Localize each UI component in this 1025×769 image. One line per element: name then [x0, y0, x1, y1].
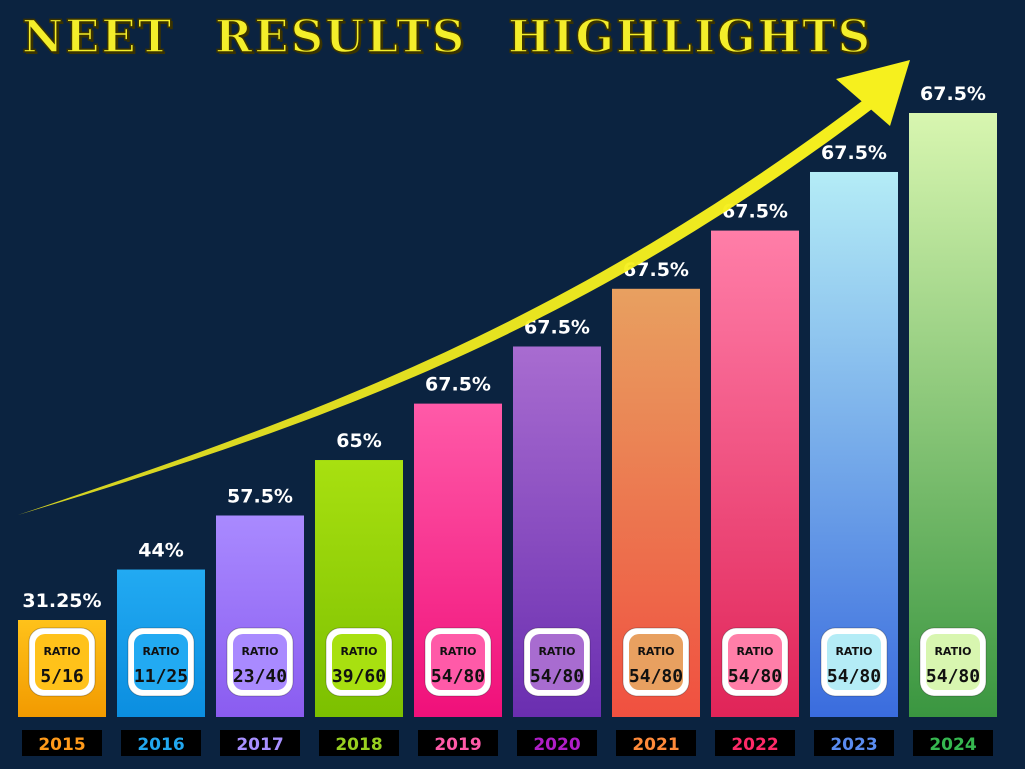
ratio-badge-inner — [332, 634, 386, 690]
year-label: 2024 — [929, 735, 976, 755]
value-label: 44% — [138, 540, 183, 562]
value-label: 67.5% — [425, 374, 491, 396]
year-label: 2022 — [731, 735, 778, 755]
year-box — [22, 730, 102, 756]
bar-2023: 67.5% RATIO 54/80 2023 — [810, 142, 898, 756]
year-box — [517, 730, 597, 756]
trend-arrow — [18, 60, 910, 515]
ratio-label: RATIO — [637, 645, 674, 658]
ratio-value: 54/80 — [728, 666, 782, 687]
ratio-value: 54/80 — [926, 666, 980, 687]
bar-2018: 65% RATIO 39/60 2018 — [315, 430, 403, 756]
chart-title: NEET RESULTS HIGHLIGHTS — [21, 9, 873, 64]
ratio-badge-inner — [431, 634, 485, 690]
bar-2019: 67.5% RATIO 54/80 2019 — [414, 374, 502, 756]
bar-rect — [810, 171, 898, 717]
ratio-badge-inner — [35, 634, 89, 690]
bar-2015: 31.25% RATIO 5/16 2015 — [18, 590, 106, 756]
ratio-label: RATIO — [439, 645, 476, 658]
ratio-badge-inner — [530, 634, 584, 690]
year-box — [121, 730, 201, 756]
ratio-label: RATIO — [538, 645, 575, 658]
ratio-value: 23/40 — [233, 666, 287, 687]
ratio-label: RATIO — [241, 645, 278, 658]
bars-group: 31.25% RATIO 5/16 2015 44% RATIO 11/25 2016 57.5… — [18, 83, 997, 756]
value-label: 67.5% — [920, 83, 986, 105]
ratio-label: RATIO — [835, 645, 872, 658]
year-label: 2020 — [533, 735, 580, 755]
year-box — [616, 730, 696, 756]
ratio-label: RATIO — [340, 645, 377, 658]
ratio-label: RATIO — [736, 645, 773, 658]
year-box — [814, 730, 894, 756]
trend-arrow-head — [836, 60, 910, 126]
value-label: 67.5% — [524, 316, 590, 338]
bar-2020: 67.5% RATIO 54/80 2020 — [513, 316, 601, 756]
year-label: 2016 — [137, 735, 184, 755]
ratio-badge-inner — [629, 634, 683, 690]
ratio-badge-inner — [134, 634, 188, 690]
year-label: 2019 — [434, 735, 481, 755]
ratio-badge-inner — [233, 634, 287, 690]
bar-2021: 67.5% RATIO 54/80 2021 — [612, 259, 700, 756]
bar-rect — [909, 113, 997, 717]
ratio-value: 39/60 — [332, 666, 386, 687]
ratio-label: RATIO — [934, 645, 971, 658]
year-label: 2017 — [236, 735, 283, 755]
bar-2017: 57.5% RATIO 23/40 2017 — [216, 485, 304, 756]
value-label: 65% — [336, 430, 381, 452]
value-label: 67.5% — [722, 201, 788, 223]
ratio-value: 54/80 — [629, 666, 683, 687]
ratio-value: 11/25 — [134, 666, 188, 687]
year-label: 2021 — [632, 735, 679, 755]
year-box — [220, 730, 300, 756]
year-box — [913, 730, 993, 756]
value-label: 57.5% — [227, 485, 293, 507]
ratio-value: 5/16 — [40, 666, 83, 687]
year-box — [418, 730, 498, 756]
bar-2016: 44% RATIO 11/25 2016 — [117, 540, 205, 756]
ratio-badge-inner — [728, 634, 782, 690]
year-box — [715, 730, 795, 756]
ratio-label: RATIO — [142, 645, 179, 658]
ratio-value: 54/80 — [530, 666, 584, 687]
year-label: 2018 — [335, 735, 382, 755]
value-label: 67.5% — [623, 259, 689, 281]
year-label: 2023 — [830, 735, 877, 755]
ratio-value: 54/80 — [431, 666, 485, 687]
bar-2024: 67.5% RATIO 54/80 2024 — [909, 83, 997, 756]
value-label: 67.5% — [821, 142, 887, 164]
ratio-label: RATIO — [43, 645, 80, 658]
ratio-value: 54/80 — [827, 666, 881, 687]
value-label: 31.25% — [22, 590, 101, 612]
year-box — [319, 730, 399, 756]
ratio-badge-inner — [827, 634, 881, 690]
bar-2022: 67.5% RATIO 54/80 2022 — [711, 201, 799, 756]
year-label: 2015 — [38, 735, 85, 755]
ratio-badge-inner — [926, 634, 980, 690]
